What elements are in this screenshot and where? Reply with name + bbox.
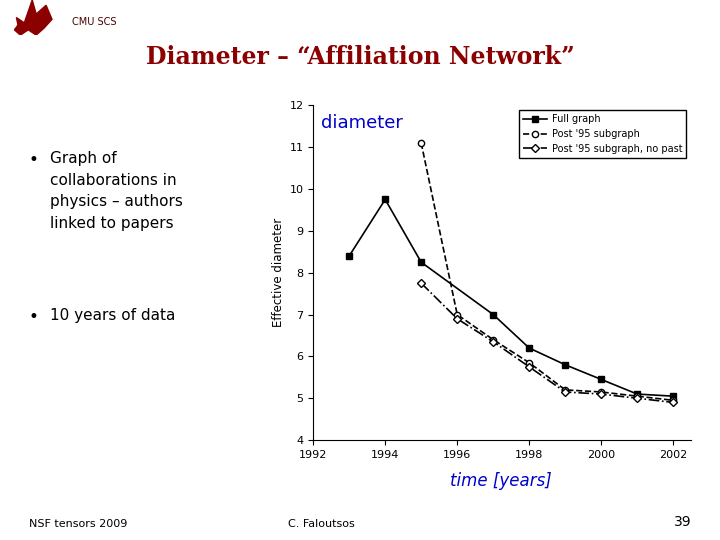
Full graph [345,253,354,259]
Post '95 subgraph [489,336,498,343]
Post '95 subgraph [453,311,462,318]
Post '95 subgraph, no past [561,389,570,395]
Full graph [381,196,390,202]
Polygon shape [17,0,52,35]
Polygon shape [14,24,24,35]
Text: CMU SCS: CMU SCS [72,17,117,28]
Post '95 subgraph, no past [597,391,606,397]
Post '95 subgraph, no past [453,315,462,322]
Text: •: • [29,308,39,326]
Post '95 subgraph [669,397,678,403]
Full graph [633,391,642,397]
Text: Graph of
collaborations in
physics – authors
linked to papers: Graph of collaborations in physics – aut… [50,151,184,231]
Post '95 subgraph [417,140,426,146]
Line: Post '95 subgraph, no past: Post '95 subgraph, no past [418,280,676,406]
Post '95 subgraph [633,393,642,400]
Post '95 subgraph, no past [489,339,498,345]
Text: time [years]: time [years] [449,471,552,490]
Y-axis label: Effective diameter: Effective diameter [272,218,285,327]
Full graph [561,362,570,368]
Full graph [669,393,678,400]
Line: Post '95 subgraph: Post '95 subgraph [418,140,676,403]
Post '95 subgraph, no past [669,399,678,406]
Post '95 subgraph [597,389,606,395]
Full graph [525,345,534,351]
Text: diameter: diameter [321,114,402,132]
Text: •: • [29,151,39,169]
Post '95 subgraph [561,387,570,393]
Post '95 subgraph, no past [633,395,642,402]
Text: 10 years of data: 10 years of data [50,308,176,323]
Full graph [489,311,498,318]
Text: C. Faloutsos: C. Faloutsos [288,519,355,529]
Post '95 subgraph, no past [417,280,426,286]
Post '95 subgraph [525,360,534,366]
Full graph [417,259,426,266]
Text: 39: 39 [674,515,691,529]
Legend: Full graph, Post '95 subgraph, Post '95 subgraph, no past: Full graph, Post '95 subgraph, Post '95 … [519,110,686,158]
Text: NSF tensors 2009: NSF tensors 2009 [29,519,127,529]
Text: Diameter – “Affiliation Network”: Diameter – “Affiliation Network” [145,45,575,69]
Post '95 subgraph, no past [525,363,534,370]
Full graph [597,376,606,383]
Line: Full graph: Full graph [346,197,676,399]
